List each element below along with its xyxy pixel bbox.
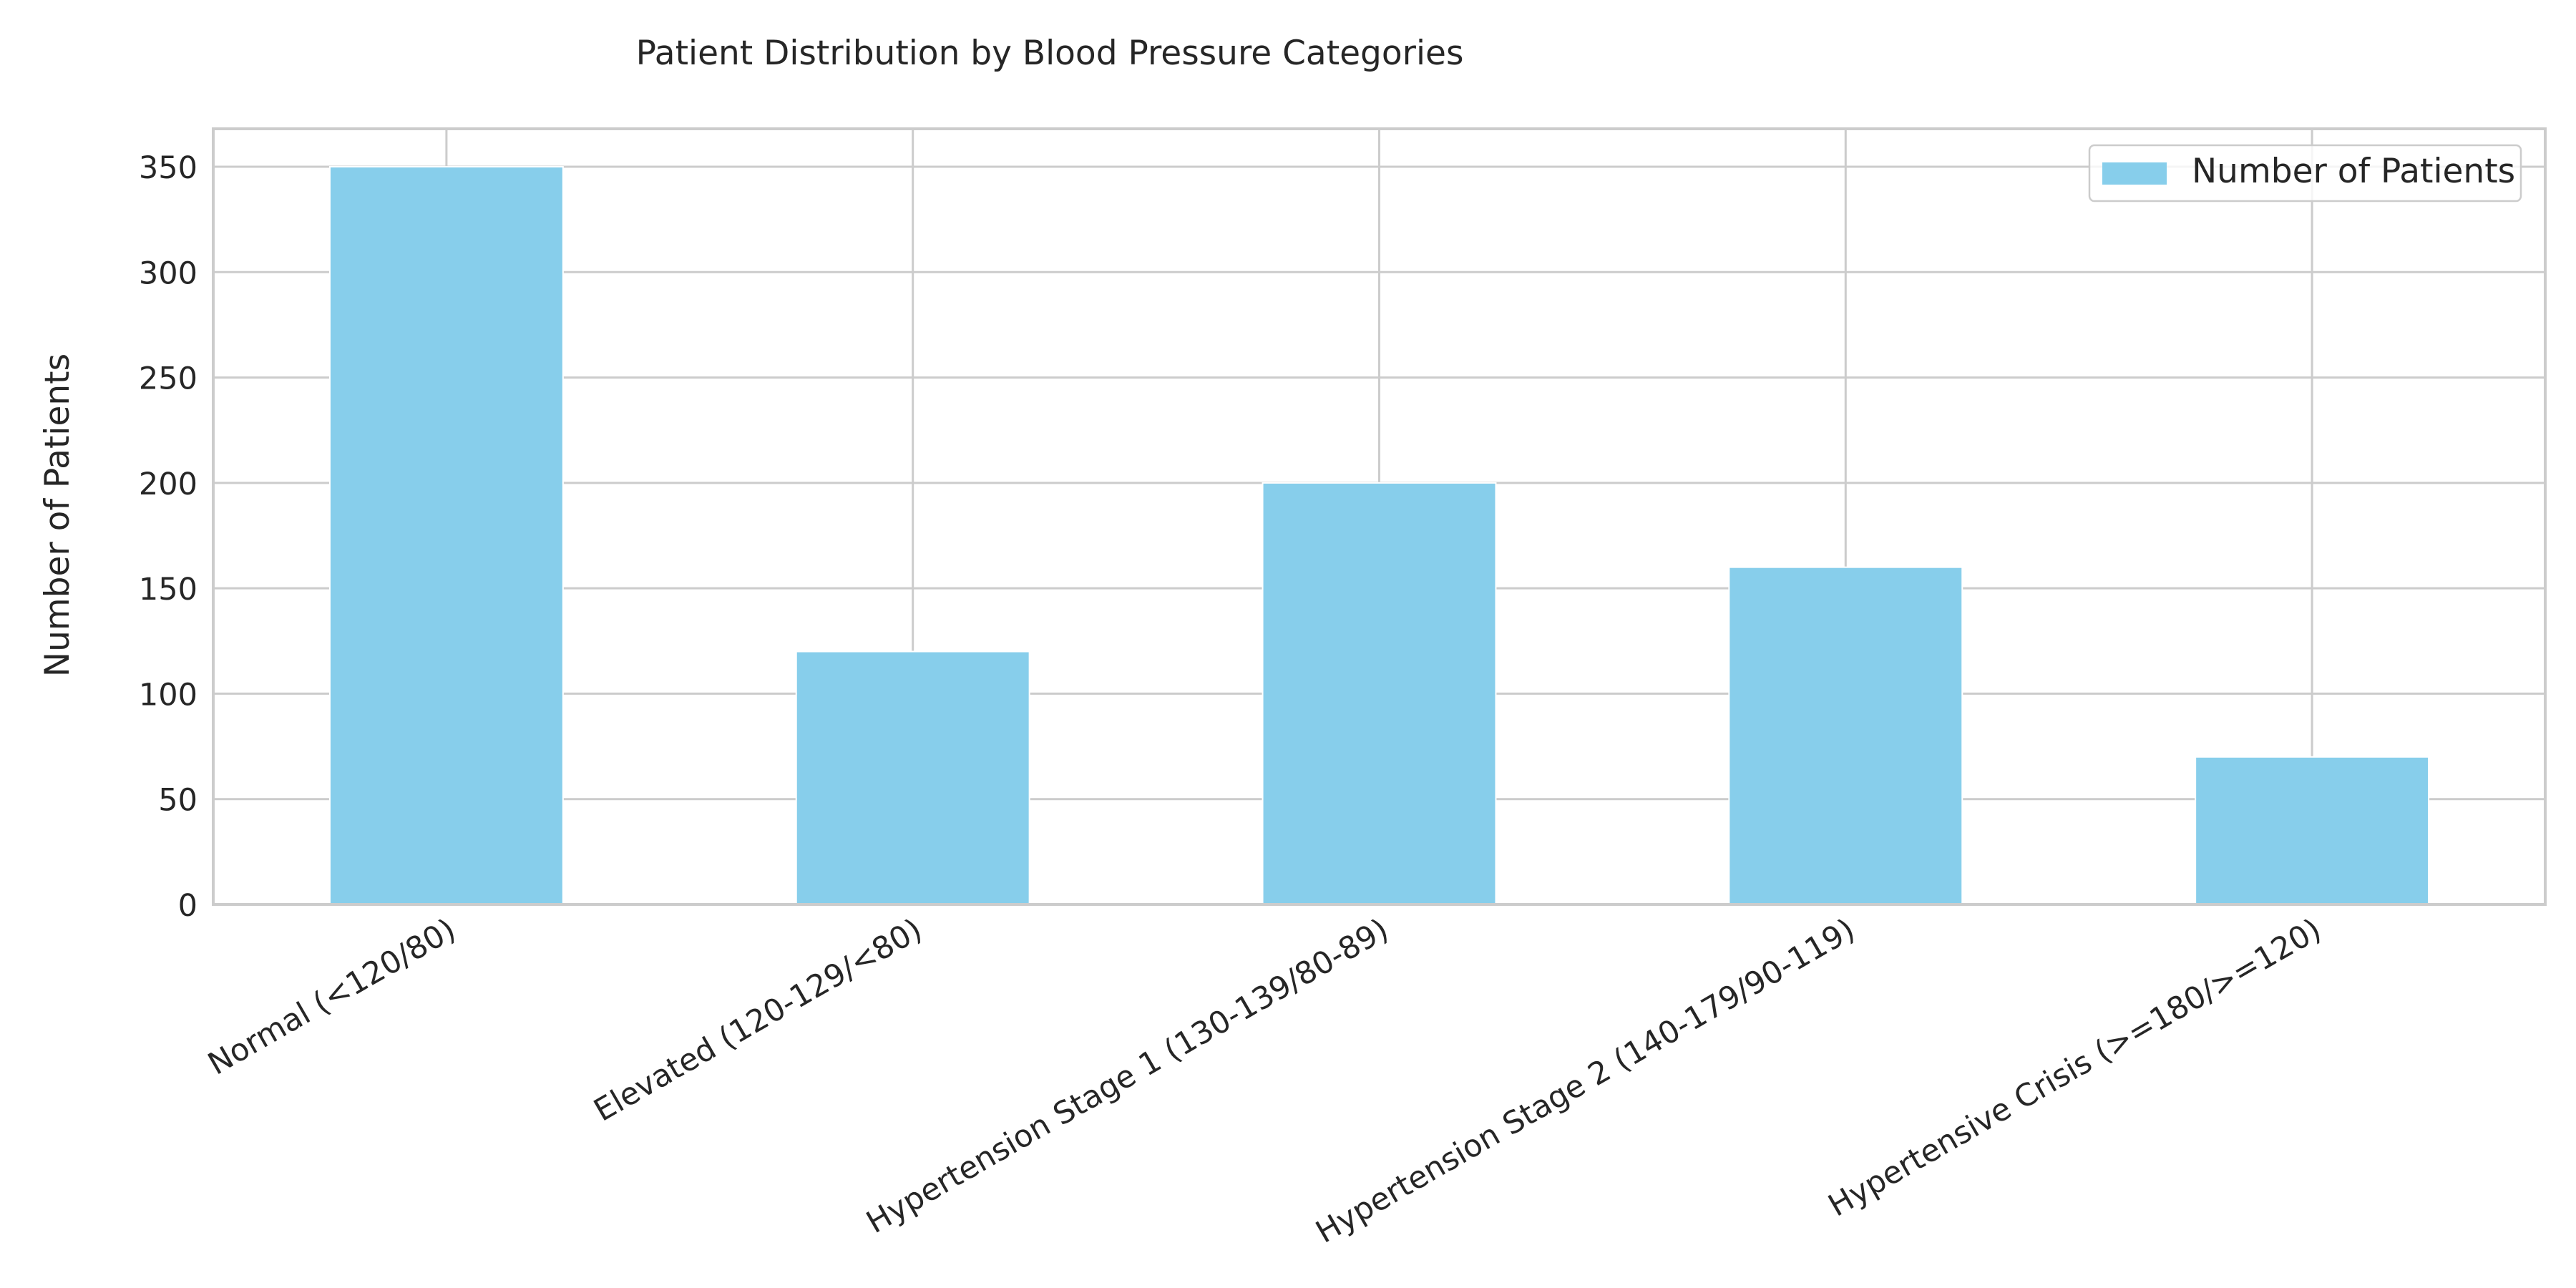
y-tick-label: 50: [158, 783, 197, 819]
plot-frame: [212, 127, 2547, 906]
legend-label: Number of Patients: [2192, 152, 2515, 191]
legend-swatch: [2102, 162, 2167, 185]
bar: [795, 650, 1030, 905]
bar: [2195, 756, 2430, 905]
y-tick-label: 200: [139, 467, 197, 502]
y-axis-label: Number of Patients: [38, 353, 77, 677]
chart-title: Patient Distribution by Blood Pressure C…: [636, 34, 1464, 73]
y-tick-label: 100: [139, 677, 197, 713]
axes-frame: [212, 127, 2547, 906]
y-tick-label: 350: [139, 150, 197, 186]
bars: [328, 166, 2430, 906]
y-tick-label: 300: [139, 255, 197, 291]
legend-box: [2088, 144, 2522, 203]
bar: [1728, 566, 1963, 906]
y-tick-label: 150: [139, 572, 197, 608]
y-tick-labels: 0 50 100 150 200 250 300 350: [139, 150, 197, 924]
y-tick-label: 0: [178, 888, 197, 924]
bar: [1262, 482, 1497, 905]
bar: [328, 166, 564, 906]
y-tick-label: 250: [139, 361, 197, 397]
legend: Number of Patients: [2088, 144, 2522, 203]
